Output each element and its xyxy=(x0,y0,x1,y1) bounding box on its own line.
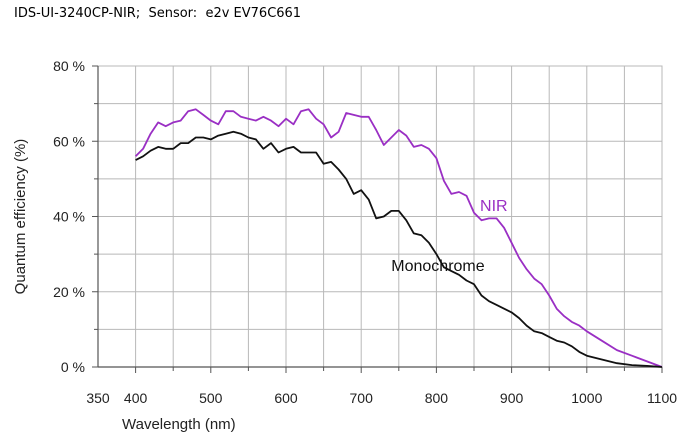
y-tick-label: 20 % xyxy=(53,284,85,300)
y-tick-label: 0 % xyxy=(61,359,85,375)
label-layer: NIR Monochrome xyxy=(391,198,507,275)
x-axis-label: Wavelength (nm) xyxy=(122,416,236,433)
series-line-monochrome xyxy=(135,130,663,368)
grid-layer xyxy=(97,65,663,368)
x-tick-label: 500 xyxy=(199,390,223,406)
y-axis-label: Quantum efficiency (%) xyxy=(12,139,29,295)
x-tick-label: 400 xyxy=(124,390,148,406)
x-tick-label: 350 xyxy=(86,390,110,406)
x-tick-label: 600 xyxy=(274,390,298,406)
x-tick-label: 1000 xyxy=(571,390,602,406)
annotation-monochrome: Monochrome xyxy=(391,258,484,275)
axis-layer: 0 % 20 % 40 % 60 % 80 % 350 400 500 600 700 800 900… xyxy=(53,58,677,406)
series-layer xyxy=(134,108,663,368)
x-tick-label: 700 xyxy=(350,390,374,406)
annotation-nir: NIR xyxy=(480,198,508,215)
y-tick-label: 60 % xyxy=(53,133,85,149)
series-line-nir xyxy=(134,108,663,368)
y-tick-label: 80 % xyxy=(53,58,85,74)
x-tick-label: 1100 xyxy=(647,390,677,406)
chart-header-title: IDS-UI-3240CP-NIR; Sensor: e2v EV76C661 xyxy=(14,6,302,21)
x-tick-label: 800 xyxy=(425,390,449,406)
x-tick-label: 900 xyxy=(500,390,524,406)
y-tick-label: 40 % xyxy=(53,209,85,225)
